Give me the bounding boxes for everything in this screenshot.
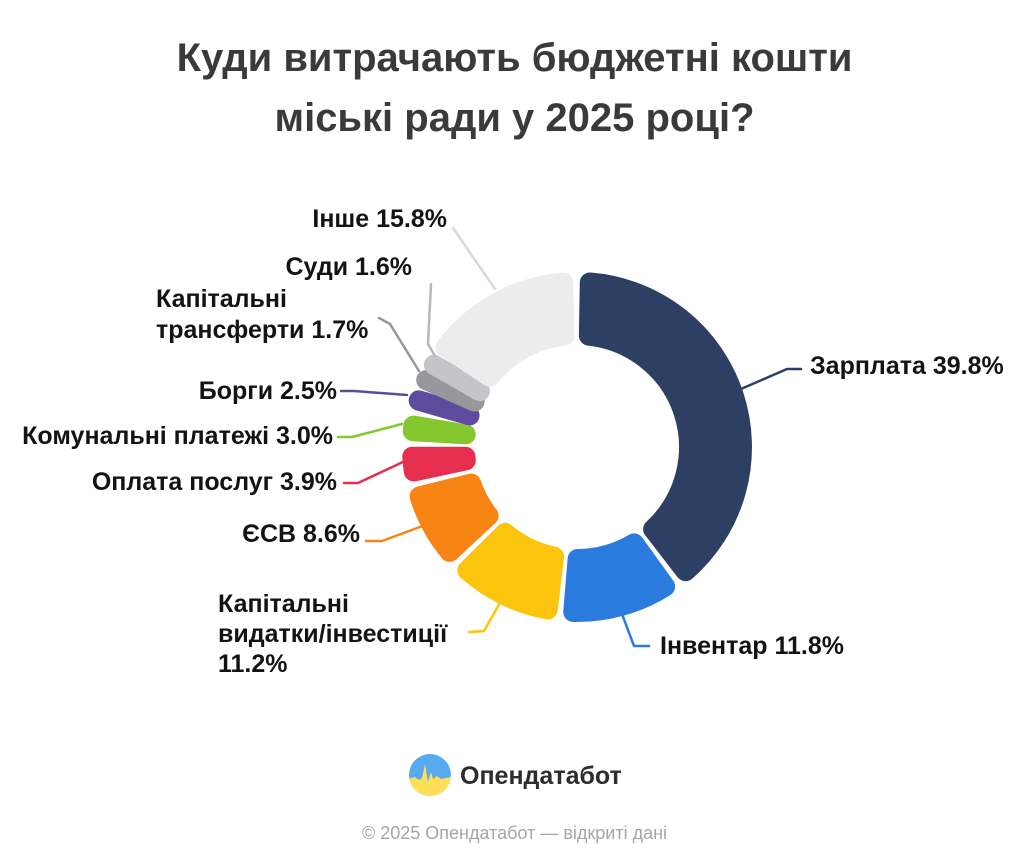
leader-line-sudy (426, 282, 437, 358)
leader-line-borhy (339, 389, 409, 397)
callout-inshe: Інше 15.8% (312, 205, 447, 233)
callout-borhy: Борги 2.5% (198, 377, 337, 405)
leader-line-inshe (451, 226, 497, 291)
footer-brand: Опендатабот (0, 753, 1029, 799)
donut-segment-oplata (402, 446, 476, 482)
donut-segment-borhy (408, 390, 480, 426)
callout-sudy: Суди 1.6% (285, 253, 412, 281)
leader-line-komunalni (336, 422, 404, 439)
donut-segment-kap_transferty (416, 370, 485, 412)
callout-inventar: Інвентар 11.8% (660, 632, 844, 660)
donut-segment-zarplata (578, 272, 752, 582)
callout-komunalni: Комунальні платежі 3.0% (22, 422, 333, 450)
donut-segment-inventar (563, 533, 676, 622)
callout-esv: ЄСВ 8.6% (242, 520, 360, 548)
donut-segment-sudy (423, 354, 490, 402)
callout-zarplata: Зарплата 39.8% (810, 352, 1004, 380)
leader-line-kap_transferty (377, 316, 421, 373)
leader-line-inventar (614, 596, 651, 648)
leader-line-esv (364, 522, 430, 543)
page-title: Куди витрачають бюджетні кошти міські ра… (176, 36, 853, 140)
callout-kap-transferty: Капітальні трансферти 1.7% (156, 285, 369, 344)
leader-line-kap_vydatky (467, 599, 503, 634)
callout-oplata: Оплата послуг 3.9% (91, 468, 337, 496)
donut-segment-esv (409, 473, 499, 562)
donut-segment-komunalni (402, 415, 476, 445)
donut-segment-kap_vydatky (457, 522, 564, 620)
opendatabot-logo-icon (409, 754, 451, 796)
leader-line-zarplata (739, 367, 803, 391)
copyright-text: © 2025 Опендатабот — відкриті дані (361, 823, 668, 843)
donut-segment-inshe (435, 272, 575, 387)
leader-line-oplata (342, 459, 407, 485)
brand-name: Опендатабот (460, 762, 622, 790)
callout-kap-vydatky: Капітальні видатки/інвестиції 11.2% (218, 590, 448, 678)
